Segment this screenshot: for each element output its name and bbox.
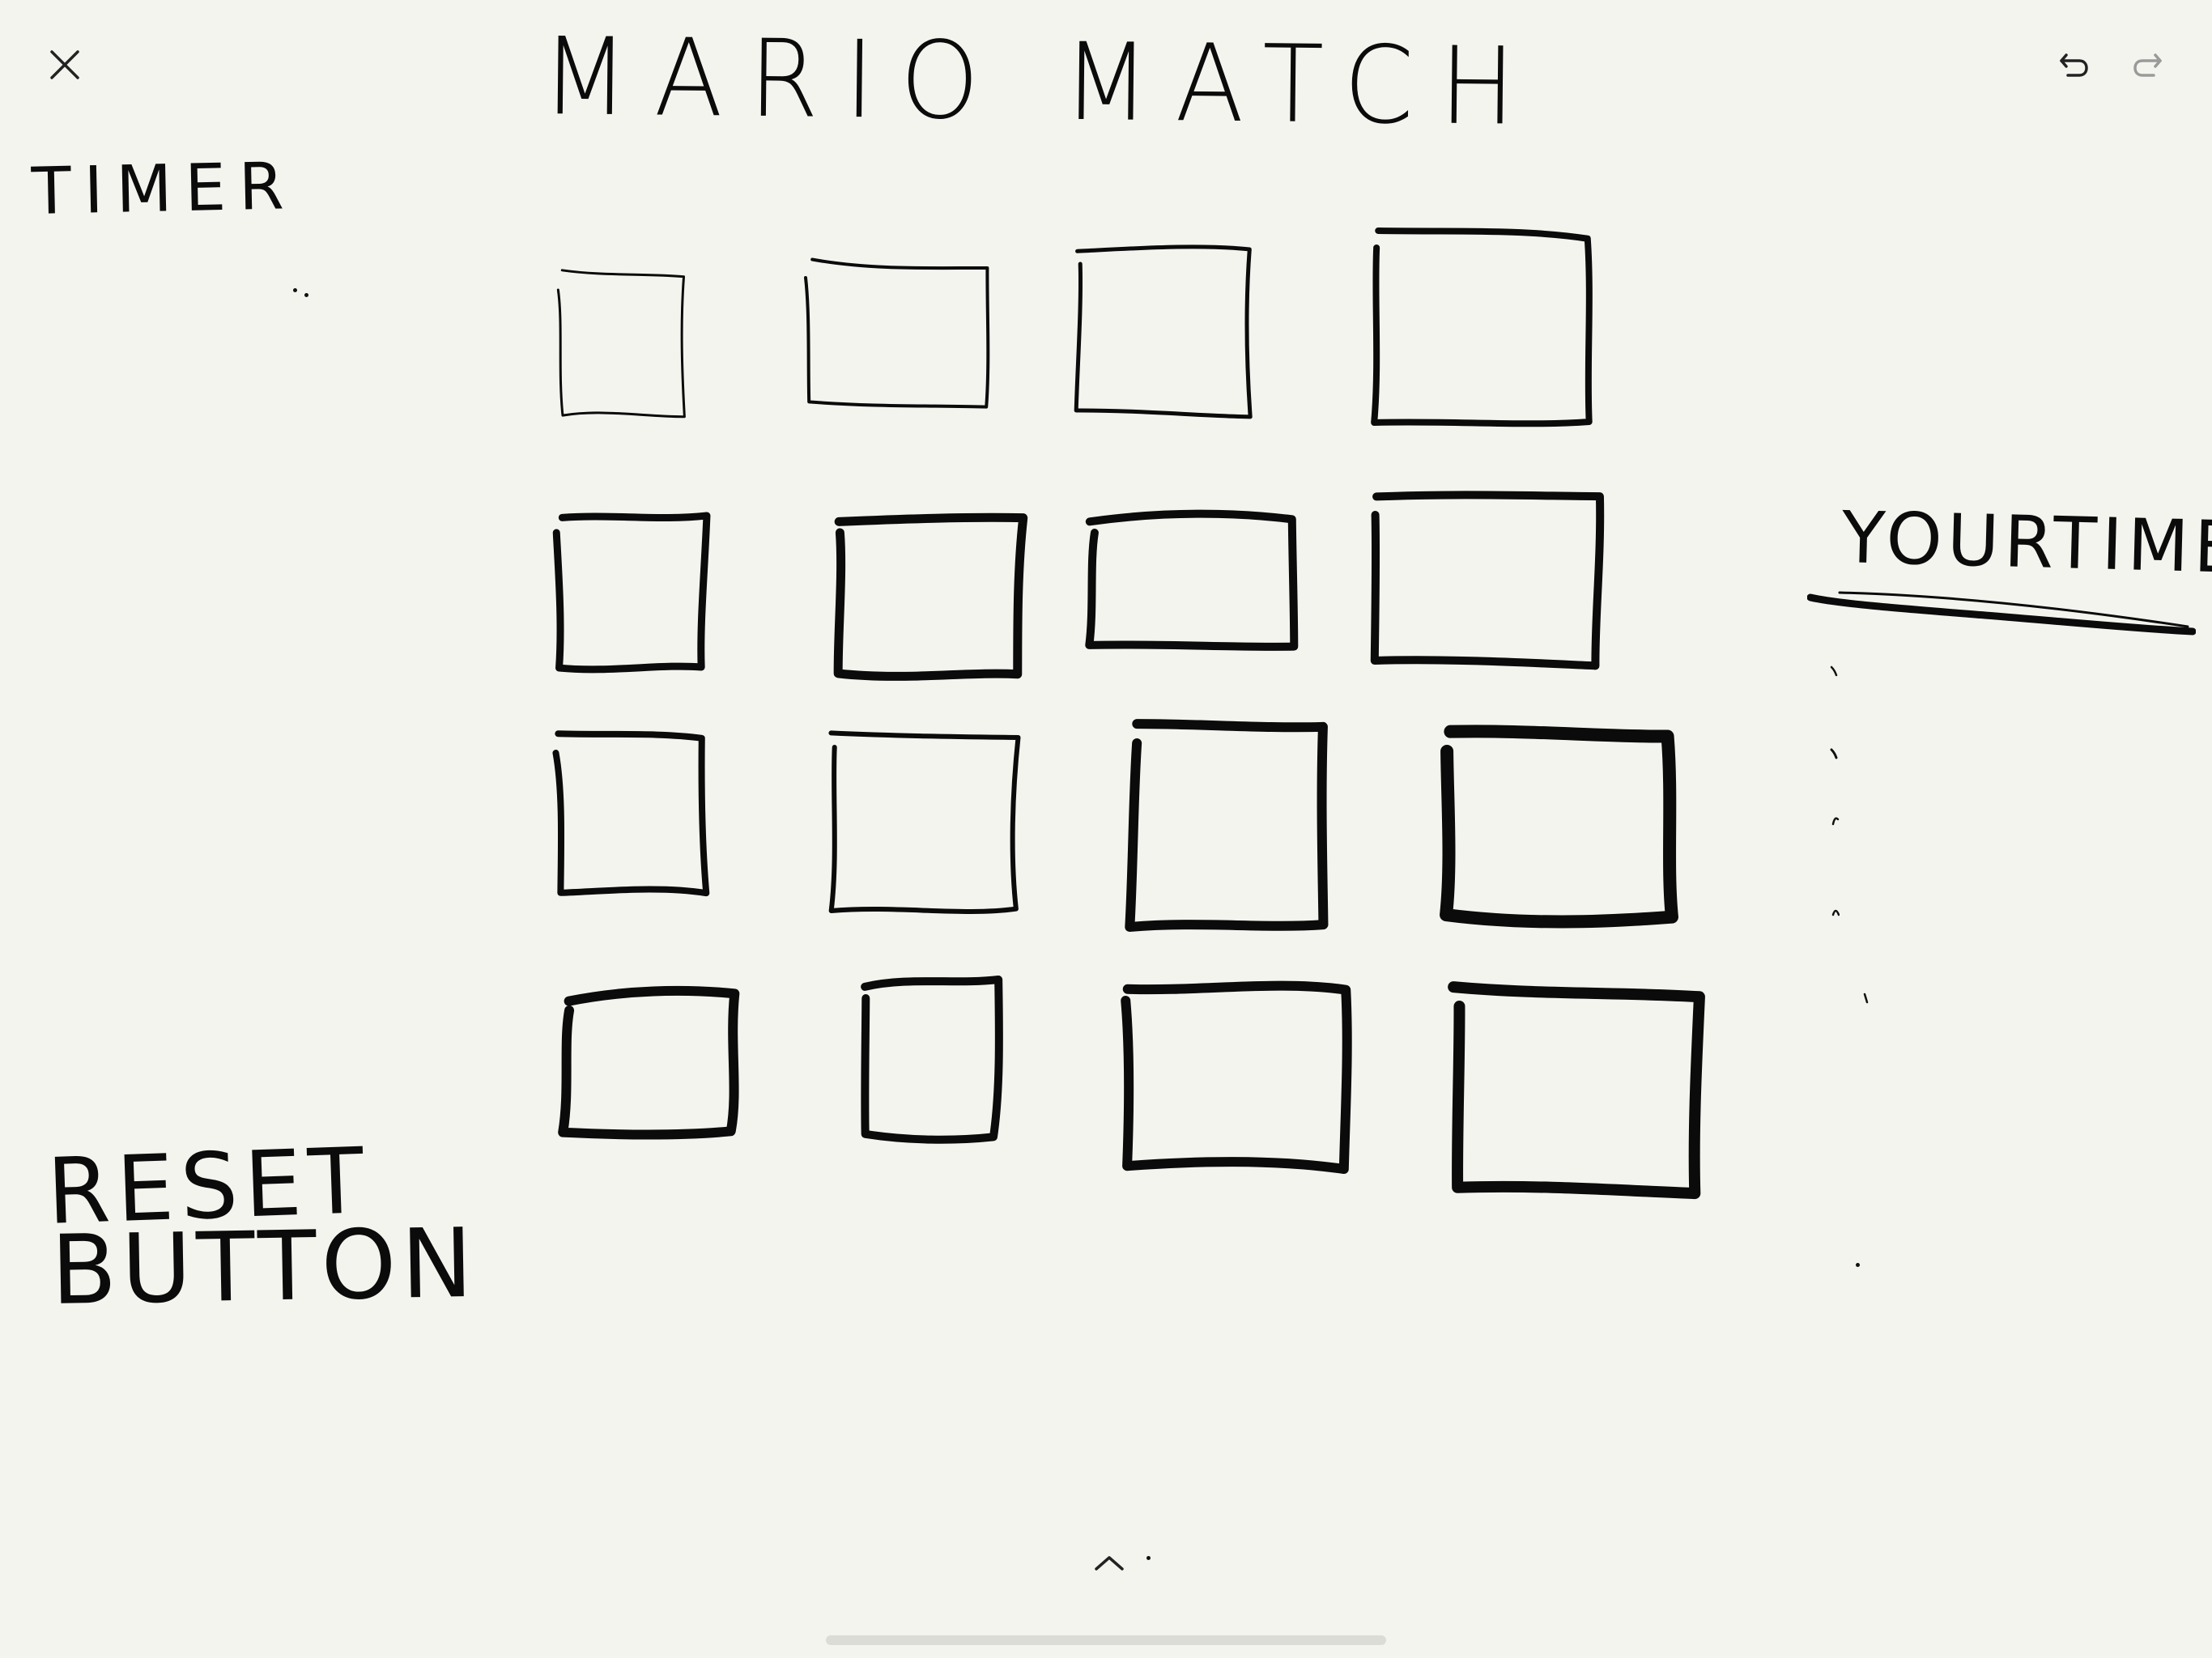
memory-card[interactable] [810,263,988,405]
times-list-mark [1856,1263,1860,1267]
home-indicator [826,1635,1386,1645]
memory-card[interactable] [1376,500,1599,664]
memory-card[interactable] [842,518,1020,677]
memory-card[interactable] [1449,737,1668,919]
memory-card[interactable] [559,275,684,413]
page-speck [1146,1556,1151,1560]
memory-card[interactable] [1125,986,1344,1166]
times-list-mark [1831,817,1840,826]
memory-card[interactable] [1376,233,1587,421]
memory-card[interactable] [1457,992,1696,1190]
times-list-mark [1830,665,1838,677]
timer-speck [304,293,308,297]
your-times-underline [1807,591,2196,636]
sketch-title: MARIO MATCH [541,15,1542,150]
memory-card[interactable] [1134,729,1320,927]
memory-card[interactable] [559,518,704,669]
chevron-up-icon[interactable] [1090,1548,1129,1577]
memory-card[interactable] [559,738,703,891]
memory-card[interactable] [567,996,733,1132]
undo-icon [2060,53,2088,77]
undo-button[interactable] [2048,42,2100,87]
timer-speck [293,288,297,292]
redo-icon [2133,53,2162,77]
close-button[interactable] [39,39,91,91]
times-list-mark [1831,909,1840,916]
redo-button[interactable] [2121,42,2173,87]
memory-card[interactable] [862,984,996,1137]
your-times-label: YOURTIMES [1840,495,2212,591]
memory-card[interactable] [1093,518,1295,648]
memory-card[interactable] [1077,249,1251,413]
memory-card[interactable] [834,733,1016,911]
reset-button[interactable] [40,1133,340,1320]
timer-label: TIMER [31,148,298,229]
times-list-mark [1830,748,1838,759]
close-icon [50,50,79,79]
times-list-mark [1863,993,1869,1004]
